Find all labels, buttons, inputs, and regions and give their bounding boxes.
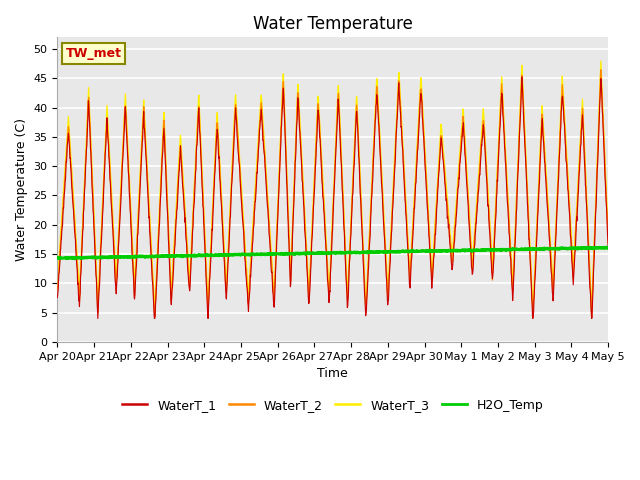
Text: TW_met: TW_met <box>66 47 122 60</box>
X-axis label: Time: Time <box>317 367 348 380</box>
Y-axis label: Water Temperature (C): Water Temperature (C) <box>15 118 28 261</box>
Legend: WaterT_1, WaterT_2, WaterT_3, H2O_Temp: WaterT_1, WaterT_2, WaterT_3, H2O_Temp <box>117 394 548 417</box>
Title: Water Temperature: Water Temperature <box>253 15 413 33</box>
